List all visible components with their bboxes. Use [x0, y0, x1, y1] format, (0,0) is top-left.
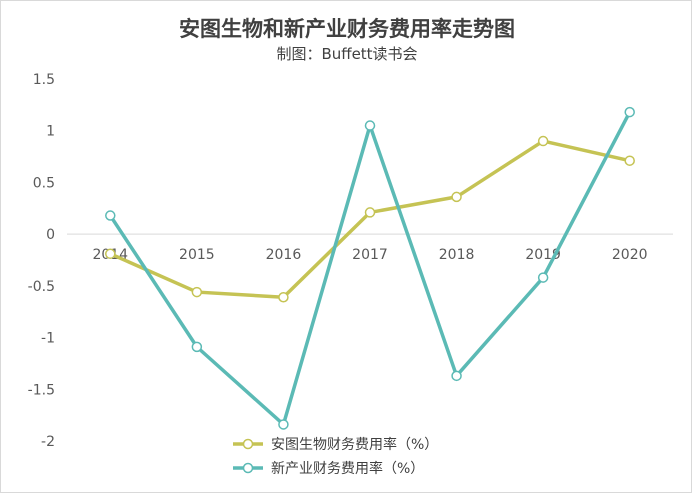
series-line-2 [108, 111, 632, 427]
y-tick-label: -2 [41, 434, 55, 450]
series-2-point [537, 272, 549, 283]
x-tick-label: 2018 [439, 247, 475, 263]
series-1-point [451, 191, 462, 203]
series-1-point [191, 286, 203, 298]
y-tick-label: 1.5 [33, 72, 55, 88]
series-2-point [451, 370, 462, 382]
y-tick-label: -1 [41, 331, 55, 347]
legend-marker-1 [242, 438, 254, 450]
y-tick-label: -0.5 [28, 279, 55, 295]
series-2-point [105, 210, 116, 221]
series-2-point [191, 341, 203, 353]
chart-subtitle: 制图：Buffett读书会 [276, 45, 418, 63]
y-tick-label: 0 [46, 227, 55, 243]
series-2-point [278, 419, 289, 430]
legend-label-2: 新产业财务费用率（%） [271, 460, 424, 477]
x-tick-label: 2020 [612, 247, 648, 263]
x-tick-label: 2016 [266, 247, 302, 263]
series-1-point [537, 135, 549, 147]
series-line-1 [109, 139, 631, 299]
series-1-point [278, 291, 289, 303]
legend-label-1: 安图生物财务费用率（%） [271, 436, 438, 453]
x-tick-label: 2015 [179, 247, 215, 263]
series-1-point [624, 155, 635, 166]
series-1-point [105, 248, 116, 260]
series-2-point [624, 106, 635, 118]
y-tick-label: 0.5 [33, 175, 55, 191]
y-tick-label: 1 [46, 124, 55, 140]
chart-title: 安图生物和新产业财务费用率走势图 [179, 17, 515, 41]
series-1-point [364, 207, 376, 218]
x-tick-label: 2017 [352, 247, 388, 263]
y-tick-label: -1.5 [28, 382, 55, 398]
legend-marker-2 [242, 462, 254, 474]
series-2-point [364, 120, 376, 131]
